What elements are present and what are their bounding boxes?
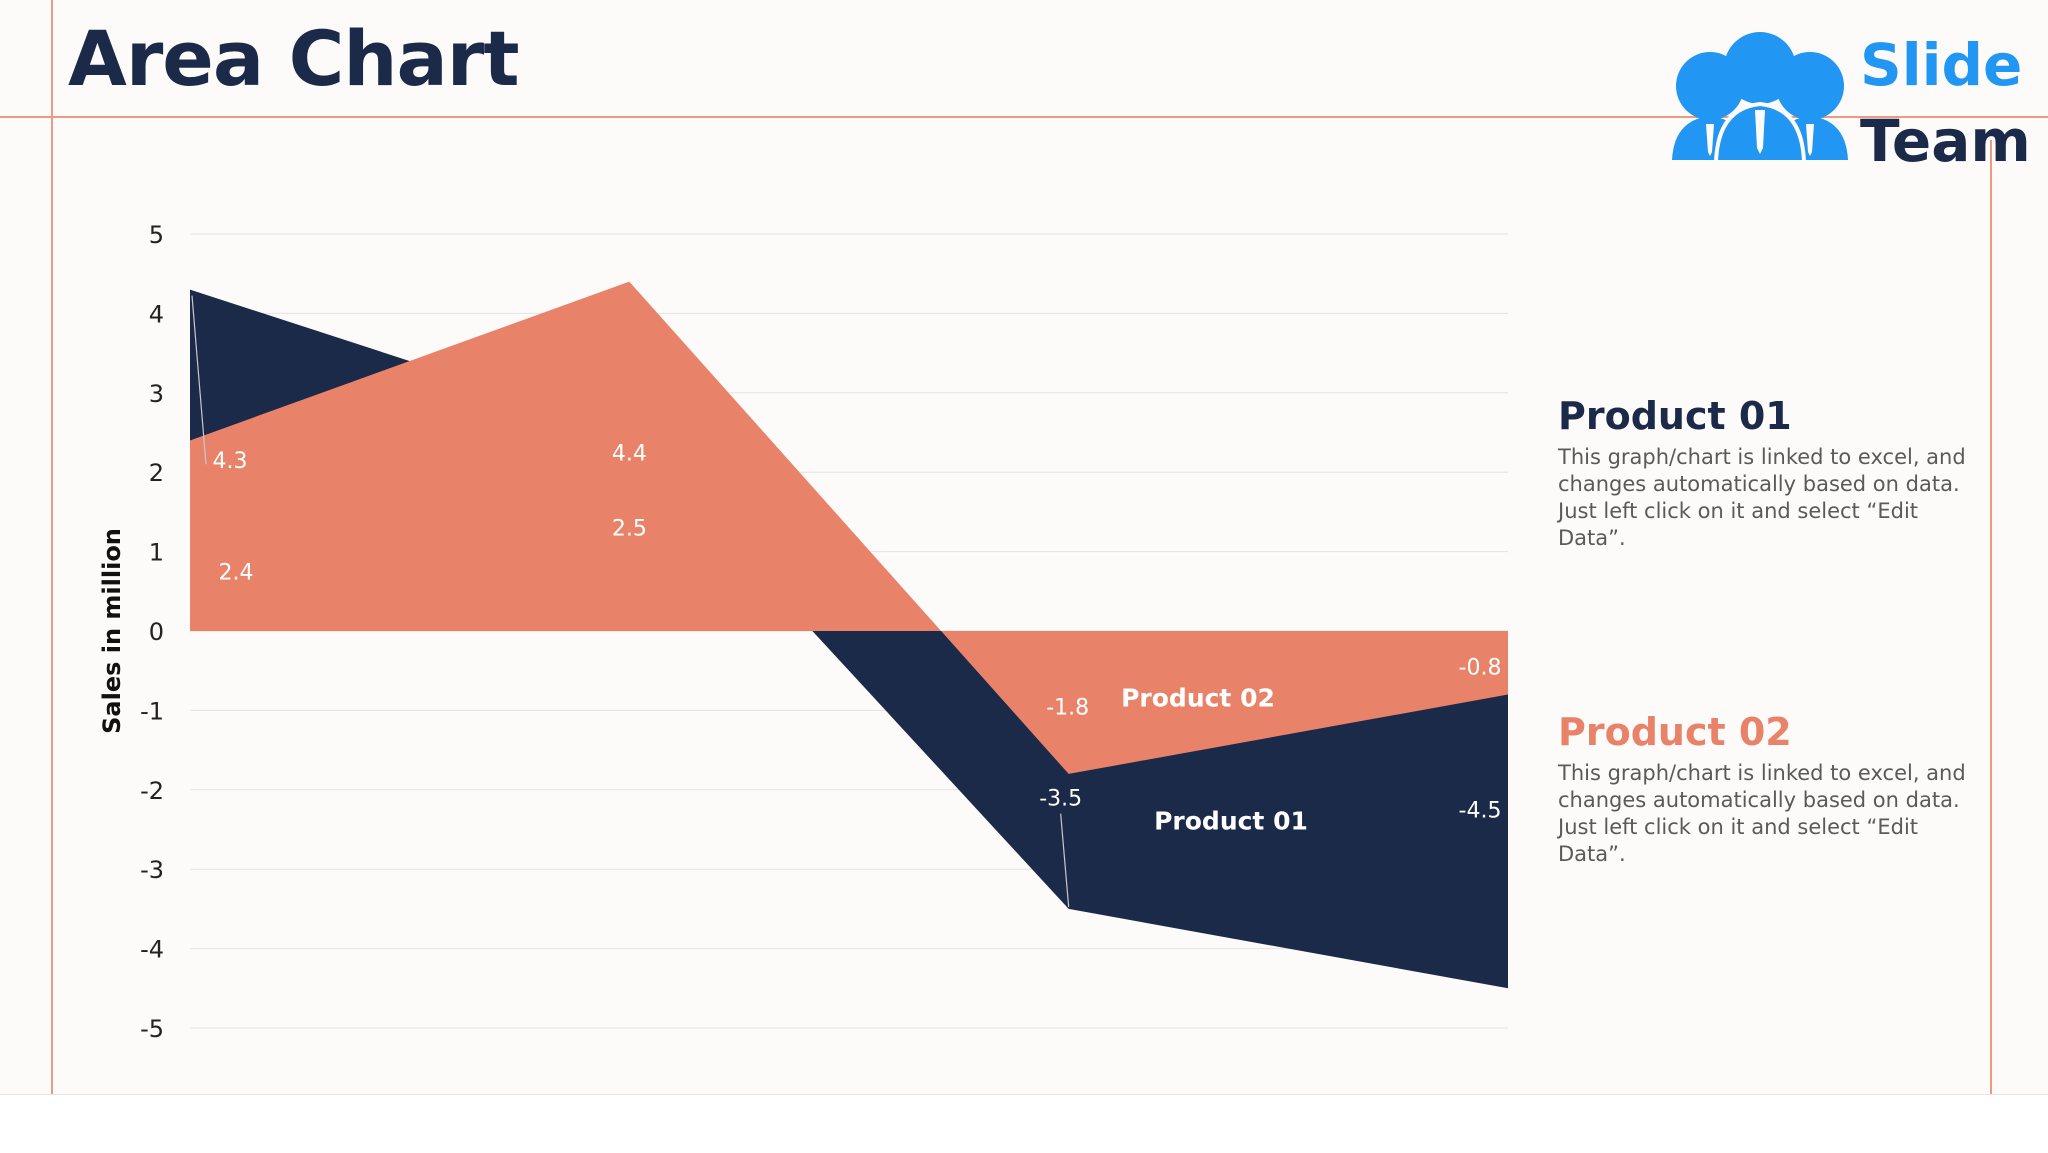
y-tick-label: 4 [149,300,164,328]
legend-desc-product-01: This graph/chart is linked to excel, and… [1558,445,1966,550]
y-tick-label: 1 [149,539,164,567]
data-label-p02-3: -0.8 [1459,656,1502,681]
y-tick-label: 3 [149,380,164,408]
data-label-p02-0: 2.4 [219,560,254,585]
leader-line [1060,813,1070,907]
y-tick-label: -2 [140,777,164,805]
data-label-p02-2: -1.8 [1046,695,1089,720]
data-label-p01-2: -3.5 [1039,787,1082,812]
y-axis-label: Sales in million [98,528,126,734]
frame-right-line [1990,140,1992,1094]
legend-title-product-01: Product 01 [1558,394,1792,438]
page-title: Area Chart [68,14,520,103]
y-tick-label: -1 [140,697,164,725]
data-label-p01-1: 2.5 [612,517,647,542]
y-tick-label: 2 [149,459,164,487]
y-tick-label: -5 [140,1015,164,1043]
people-group-icon [1672,32,1848,164]
y-tick-label: -3 [140,856,164,884]
series-label-product-01: Product 01 [1154,807,1308,836]
logo-text-team: Team [1860,107,2031,175]
frame-left-line [51,0,53,1094]
data-label-p01-0: 4.3 [213,449,248,474]
legend-title-product-02: Product 02 [1558,710,1792,754]
y-tick-label: 5 [149,221,164,249]
legend-desc-product-02: This graph/chart is linked to excel, and… [1558,761,1966,866]
bottom-strip [0,1094,2048,1153]
area-product-02 [190,281,1508,774]
series-label-product-02: Product 02 [1121,683,1275,712]
leader-line [191,295,207,465]
logo-text-slide: Slide [1860,31,2023,99]
slideteam-logo: Slide Team [1664,28,2031,170]
y-tick-label: 0 [149,618,164,646]
legend-product-02: Product 02 This graph/chart is linked to… [1558,710,1978,868]
y-tick-label: -4 [140,936,164,964]
frame-top-line [0,116,2048,118]
data-label-p02-1: 4.4 [612,441,647,466]
data-label-p01-3: -4.5 [1459,799,1502,824]
legend-product-01: Product 01 This graph/chart is linked to… [1558,394,1978,552]
